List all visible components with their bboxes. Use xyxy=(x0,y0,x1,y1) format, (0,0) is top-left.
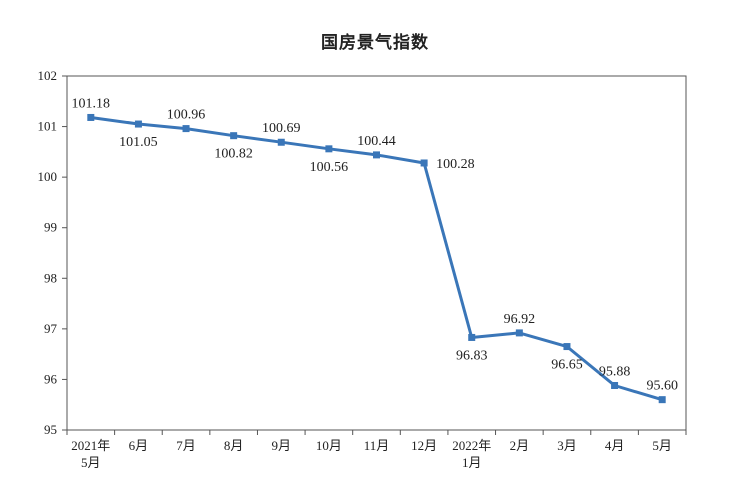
data-label: 96.65 xyxy=(551,358,583,373)
data-label: 96.92 xyxy=(504,312,536,327)
x-tick-label: 8月 xyxy=(224,438,244,453)
y-tick-label: 96 xyxy=(44,371,58,386)
x-tick-label: 2022年 xyxy=(452,438,491,453)
data-label: 100.28 xyxy=(436,157,475,172)
data-point xyxy=(134,120,142,128)
y-tick-label: 99 xyxy=(44,220,57,235)
x-tick-label: 9月 xyxy=(272,438,292,453)
data-point xyxy=(373,151,380,159)
x-tick-label: 11月 xyxy=(364,438,390,453)
y-tick-label: 100 xyxy=(38,169,58,184)
x-tick-label: 5月 xyxy=(652,438,672,453)
data-point xyxy=(182,125,190,133)
y-tick-label: 97 xyxy=(44,321,58,336)
x-tick-label: 1月 xyxy=(462,455,482,470)
data-label: 95.88 xyxy=(599,364,631,379)
data-point xyxy=(420,159,428,167)
x-tick-label: 12月 xyxy=(411,438,437,453)
x-tick-label: 3月 xyxy=(557,438,577,453)
data-point xyxy=(658,396,666,404)
data-label: 100.96 xyxy=(167,108,206,123)
x-tick-label: 2月 xyxy=(510,438,530,453)
chart-title: 国房景气指数 xyxy=(321,33,429,53)
plot-frame xyxy=(66,75,687,431)
y-tick-label: 102 xyxy=(38,68,58,83)
data-point xyxy=(325,145,333,153)
data-point xyxy=(611,381,619,389)
data-label: 96.83 xyxy=(456,348,488,363)
data-label: 95.60 xyxy=(646,379,678,394)
x-tick-label: 7月 xyxy=(176,438,196,453)
data-label: 100.56 xyxy=(310,160,349,175)
y-tick-label: 101 xyxy=(38,119,58,134)
data-point xyxy=(515,329,523,337)
y-tick-label: 98 xyxy=(44,270,57,285)
data-point xyxy=(277,138,285,146)
data-label: 101.05 xyxy=(119,135,158,150)
x-tick-label: 4月 xyxy=(605,438,625,453)
data-point xyxy=(87,113,95,121)
x-tick-label: 2021年 xyxy=(71,438,110,453)
x-tick-label: 6月 xyxy=(129,438,149,453)
data-label: 101.18 xyxy=(72,96,111,111)
data-point xyxy=(230,132,238,140)
data-label: 100.44 xyxy=(357,134,396,149)
data-point xyxy=(468,333,476,341)
data-point xyxy=(563,343,571,351)
data-label: 100.69 xyxy=(262,121,301,136)
y-tick-label: 95 xyxy=(44,422,57,437)
x-tick-label: 10月 xyxy=(316,438,342,453)
x-tick-label: 5月 xyxy=(81,455,101,470)
data-label: 100.82 xyxy=(214,147,253,162)
